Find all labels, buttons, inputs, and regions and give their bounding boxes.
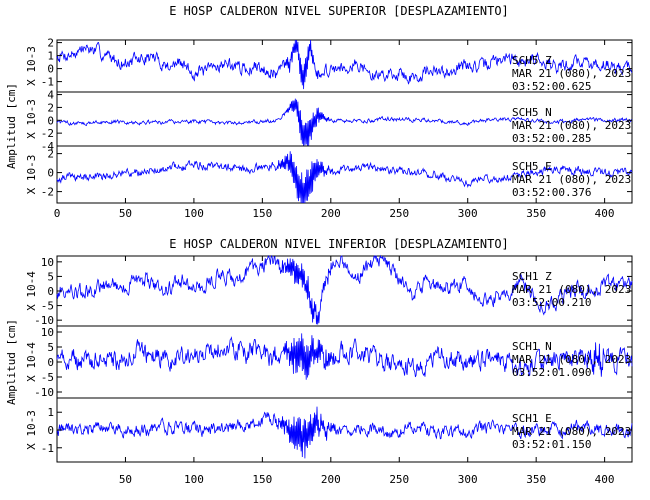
waveform-line	[56, 39, 633, 90]
x-tick-label: 300	[458, 207, 478, 220]
y-tick-label: 5	[47, 270, 54, 283]
y-scale-label: X 10-4	[25, 271, 38, 311]
y-tick-label: 2	[47, 37, 54, 50]
y-tick-label: -5	[41, 300, 54, 313]
y-tick-label: 1	[47, 406, 54, 419]
x-tick-label: 150	[252, 207, 272, 220]
y-tick-label: -2	[41, 127, 54, 140]
time-label: 03:52:00.376	[512, 186, 591, 199]
waveform-line	[56, 98, 633, 147]
x-tick-label: 100	[184, 473, 204, 486]
x-tick-label: 300	[458, 473, 478, 486]
x-tick-label: 250	[389, 473, 409, 486]
y-tick-label: 10	[41, 256, 54, 269]
x-axis-0: 0 50 100 150 200 250 300 350 400	[54, 40, 615, 220]
date-label: MAR 21 (080), 2023	[512, 67, 631, 80]
station-label: SCH1 Z	[512, 270, 552, 283]
waveform-line	[56, 333, 633, 380]
time-label: 03:52:01.150	[512, 438, 591, 451]
time-label: 03:52:00.625	[512, 80, 591, 93]
x-tick-label: 200	[321, 207, 341, 220]
x-tick-label: 100	[184, 207, 204, 220]
waveform-line	[56, 254, 633, 325]
y-tick-label: 10	[41, 326, 54, 339]
station-label: SCH1 N	[512, 340, 552, 353]
chart-title-inferior: E HOSP CALDERON NIVEL INFERIOR [DESPLAZA…	[169, 237, 509, 251]
y-scale-label: X 10-3	[25, 99, 38, 139]
panel-frame	[56, 145, 633, 204]
y-tick-label: -2	[41, 186, 54, 199]
date-label: MAR 21 (080), 2023	[512, 353, 631, 366]
time-label: 03:52:00.285	[512, 132, 591, 145]
y-tick-label: 4	[47, 89, 54, 102]
x-tick-label: 150	[252, 473, 272, 486]
y-tick-label: 0	[47, 167, 54, 180]
y-tick-label: -4	[41, 140, 55, 153]
y-tick-label: 0	[47, 285, 54, 298]
x-tick-label: 400	[595, 473, 615, 486]
x-tick-label: 200	[321, 473, 341, 486]
station-label: SCH5 E	[512, 160, 552, 173]
x-tick-label: 350	[526, 473, 546, 486]
y-scale-label: X 10-3	[25, 410, 38, 450]
date-label: MAR 21 (080), 2023	[512, 425, 631, 438]
x-tick-label: 350	[526, 207, 546, 220]
y-tick-label: 2	[47, 101, 54, 114]
time-label: 03:52:00.210	[512, 296, 591, 309]
time-label: 03:52:01.090	[512, 366, 591, 379]
waveform-line	[56, 151, 633, 204]
date-label: MAR 21 (080), 2023	[512, 119, 631, 132]
x-tick-label: 400	[595, 207, 615, 220]
x-tick-label: 50	[119, 207, 132, 220]
station-label: SCH5 N	[512, 106, 552, 119]
y-tick-label: 5	[47, 341, 54, 354]
y-tick-label: -1	[41, 76, 54, 89]
y-tick-label: 0	[47, 63, 54, 76]
y-tick-label: -10	[34, 314, 54, 327]
station-label: SCH1 E	[512, 412, 552, 425]
waveform-line	[56, 406, 633, 459]
date-label: MAR 21 (080), 2023	[512, 283, 631, 296]
x-tick-label: 250	[389, 207, 409, 220]
y-scale-label: X 10-4	[25, 342, 38, 382]
y-scale-label: X 10-3	[25, 155, 38, 195]
y-tick-label: 0	[47, 114, 54, 127]
y-tick-label: 0	[47, 356, 54, 369]
station-label: SCH5 Z	[512, 54, 552, 67]
chart-title-superior: E HOSP CALDERON NIVEL SUPERIOR [DESPLAZA…	[169, 4, 509, 18]
y-axis-label-inferior: Amplitud [cm]	[5, 319, 18, 405]
date-label: MAR 21 (080), 2023	[512, 173, 631, 186]
y-tick-label: -1	[41, 442, 54, 455]
y-tick-label: 2	[47, 148, 54, 161]
y-tick-label: 0	[47, 424, 54, 437]
y-tick-label: -5	[41, 371, 54, 384]
y-tick-label: -10	[34, 386, 54, 399]
x-tick-label: 50	[119, 473, 132, 486]
y-scale-label: X 10-3	[25, 46, 38, 86]
x-axis-1: 50 100 150 200 250 300 350 400	[119, 256, 615, 486]
y-axis-label-superior: Amplitud [cm]	[5, 83, 18, 169]
x-tick-label: 0	[54, 207, 61, 220]
y-tick-label: 1	[47, 50, 54, 63]
